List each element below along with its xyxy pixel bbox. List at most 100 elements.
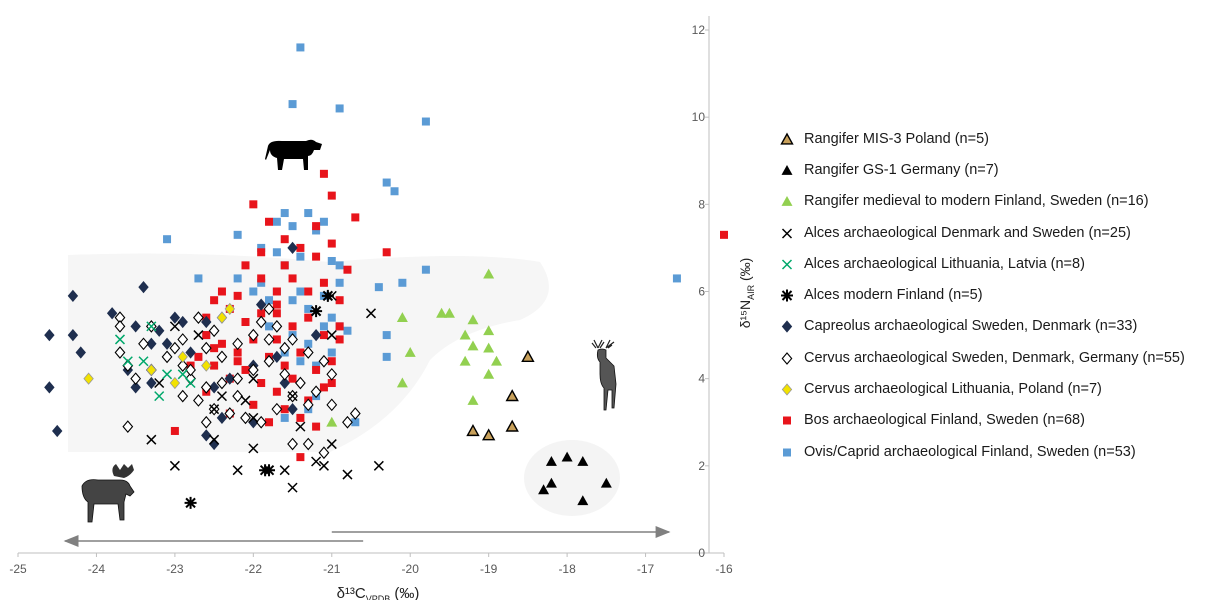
data-point <box>185 363 196 377</box>
data-point <box>122 356 133 367</box>
data-point <box>326 416 338 427</box>
data-point <box>146 363 157 377</box>
data-point <box>272 335 281 344</box>
legend-marker-icon <box>781 164 793 175</box>
data-point <box>233 291 242 300</box>
data-point <box>310 385 322 399</box>
data-point <box>257 278 266 287</box>
series-group <box>114 302 361 460</box>
legend-item: Capreolus archaeological Sweden, Denmark… <box>780 311 1220 342</box>
data-point <box>312 365 321 374</box>
x-tick-label: -20 <box>402 562 420 576</box>
data-point <box>288 274 297 283</box>
data-point <box>138 281 149 294</box>
data-point <box>217 339 226 348</box>
data-point <box>265 418 274 427</box>
data-point <box>483 368 495 379</box>
data-point <box>398 278 407 287</box>
legend-item: Alces archaeological Denmark and Sweden … <box>780 217 1220 248</box>
data-point <box>232 337 244 351</box>
data-point <box>467 340 479 351</box>
data-point <box>209 404 220 415</box>
y-tick-label: 4 <box>698 372 705 386</box>
data-point <box>146 337 157 350</box>
data-point <box>249 287 258 296</box>
legend-label: Rangifer MIS-3 Poland (n=5) <box>804 130 989 147</box>
legend-marker-icon <box>781 351 793 365</box>
data-point <box>287 482 298 493</box>
data-point <box>272 287 281 296</box>
data-point <box>327 191 336 200</box>
data-point <box>194 352 203 361</box>
cow-icon <box>265 139 322 170</box>
series-group <box>466 349 535 441</box>
data-point <box>255 415 267 429</box>
legend-label: Cervus archaeological Lithuania, Poland … <box>804 381 1102 398</box>
data-point <box>232 465 243 476</box>
data-point <box>304 287 313 296</box>
data-point <box>114 320 126 333</box>
data-point <box>577 455 589 466</box>
data-point <box>481 428 496 441</box>
x-tick-label: -22 <box>245 562 263 576</box>
legend-item: Rangifer GS-1 Germany (n=7) <box>780 154 1220 185</box>
data-point <box>343 326 352 335</box>
data-point <box>257 274 266 283</box>
data-point <box>44 328 55 342</box>
data-point <box>130 381 141 394</box>
data-point <box>201 315 212 329</box>
legend-marker-icon <box>781 289 793 302</box>
legend-item: Rangifer MIS-3 Poland (n=5) <box>780 123 1220 154</box>
data-point <box>247 363 259 377</box>
legend-marker-shape <box>781 289 793 302</box>
data-point <box>459 329 471 340</box>
data-point <box>326 439 337 450</box>
data-point <box>170 426 179 435</box>
legend-marker-icon <box>783 448 791 457</box>
data-point <box>240 395 251 406</box>
data-point <box>390 187 399 196</box>
data-point <box>312 252 321 261</box>
data-point <box>545 477 557 488</box>
data-point <box>382 178 391 187</box>
data-point <box>296 348 305 357</box>
data-point <box>720 230 728 239</box>
data-point <box>335 278 344 287</box>
data-point <box>304 209 313 218</box>
data-point <box>194 274 203 283</box>
legend-marker-shape <box>781 320 793 334</box>
legend-item: Cervus archaeological Sweden, Denmark, G… <box>780 342 1220 373</box>
data-point <box>342 469 353 480</box>
data-point <box>233 230 242 239</box>
data-point <box>561 451 573 462</box>
data-point <box>280 405 289 414</box>
data-point <box>288 374 297 383</box>
data-point <box>216 391 227 402</box>
data-point <box>318 460 329 471</box>
x-tick-label: -17 <box>637 562 655 576</box>
data-point <box>600 477 612 488</box>
data-point <box>302 346 314 359</box>
data-point <box>272 300 281 309</box>
data-point <box>466 424 480 437</box>
y-tick-label: 0 <box>698 546 705 560</box>
data-point <box>319 322 328 331</box>
data-point <box>319 217 328 226</box>
data-point <box>130 372 142 386</box>
data-point <box>326 367 338 381</box>
data-point <box>216 350 228 364</box>
x-tick-label: -19 <box>480 562 498 576</box>
data-point <box>263 333 275 346</box>
legend-marker-shape <box>783 416 791 425</box>
data-point <box>271 350 283 363</box>
data-point <box>326 330 337 341</box>
series-group <box>326 268 503 427</box>
data-point <box>538 484 550 495</box>
series-group <box>83 302 235 390</box>
data-point <box>296 413 305 422</box>
data-point <box>318 354 330 368</box>
data-point <box>280 209 289 218</box>
data-point <box>296 252 305 261</box>
data-point <box>312 361 321 370</box>
legend-item: Alces archaeological Lithuania, Latvia (… <box>780 248 1220 279</box>
